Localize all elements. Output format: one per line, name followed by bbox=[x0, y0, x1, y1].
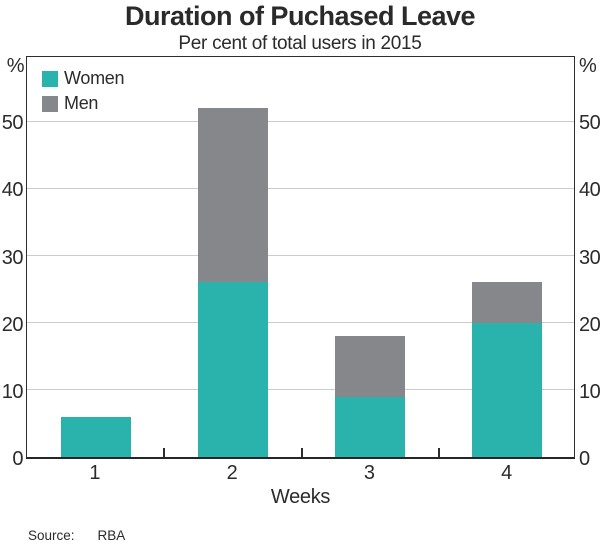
bar-4-men bbox=[472, 282, 543, 323]
bar-2-women bbox=[197, 282, 268, 457]
source-note: Source: RBA bbox=[28, 528, 125, 543]
y-axis-unit-right: % bbox=[579, 55, 597, 77]
x-tick-label-2: 2 bbox=[226, 462, 238, 484]
x-tick-label-4: 4 bbox=[501, 462, 512, 484]
source-value: RBA bbox=[97, 528, 126, 543]
bar-2-men bbox=[197, 107, 268, 283]
x-axis-title: Weeks bbox=[270, 486, 331, 508]
bar-3-men bbox=[335, 336, 406, 397]
source-label: Source: bbox=[28, 528, 75, 543]
legend-swatch-men-icon bbox=[42, 95, 58, 112]
y-tick-label-right-40: 40 bbox=[579, 179, 600, 202]
gridline-10 bbox=[27, 389, 574, 391]
x-boundary-tick-1 bbox=[163, 448, 166, 457]
x-tick-label-3: 3 bbox=[363, 462, 375, 484]
y-tick-label-right-30: 30 bbox=[579, 246, 600, 269]
gridline-20 bbox=[27, 322, 574, 324]
plot-area bbox=[26, 56, 575, 459]
chart-subtitle: Per cent of total users in 2015 bbox=[178, 33, 422, 54]
x-tick-label-1: 1 bbox=[89, 462, 100, 484]
legend: Women Men bbox=[42, 68, 125, 120]
y-tick-label-left-20: 20 bbox=[1, 313, 24, 336]
legend-item-women: Women bbox=[42, 68, 125, 88]
y-tick-label-left-50: 50 bbox=[1, 112, 24, 135]
x-boundary-tick-3 bbox=[437, 448, 440, 457]
y-tick-label-right-10: 10 bbox=[579, 380, 600, 403]
y-tick-label-right-0: 0 bbox=[579, 448, 590, 470]
legend-label-women: Women bbox=[64, 68, 125, 88]
x-boundary-tick-2 bbox=[300, 448, 303, 457]
y-tick-label-right-20: 20 bbox=[579, 313, 600, 336]
y-tick-label-left-40: 40 bbox=[1, 179, 24, 202]
gridline-40 bbox=[27, 187, 574, 189]
legend-label-men: Men bbox=[64, 93, 99, 113]
y-tick-label-left-30: 30 bbox=[1, 246, 24, 269]
y-tick-label-left-0: 0 bbox=[12, 448, 23, 470]
y-tick-label-left-10: 10 bbox=[1, 380, 24, 403]
bar-1-women bbox=[60, 416, 131, 457]
y-axis-unit-left: % bbox=[6, 55, 25, 77]
gridline-50 bbox=[27, 120, 574, 122]
legend-item-men: Men bbox=[42, 93, 124, 113]
legend-swatch-women-icon bbox=[42, 70, 58, 87]
bar-4-women bbox=[472, 322, 543, 457]
chart-title: Duration of Puchased Leave bbox=[124, 1, 476, 31]
y-tick-label-right-50: 50 bbox=[579, 112, 600, 135]
gridline-30 bbox=[27, 255, 574, 256]
bar-3-women bbox=[335, 396, 406, 457]
